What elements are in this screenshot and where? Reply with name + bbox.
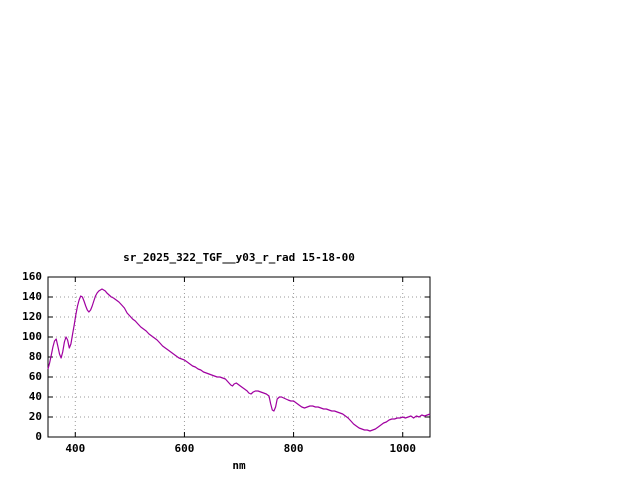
y-tick-label: 60 (28, 370, 42, 383)
y-tick-label: 20 (28, 410, 42, 423)
x-tick-label: 800 (283, 442, 304, 455)
y-tick-label: 40 (28, 390, 42, 403)
spectrum-curve (47, 288, 431, 432)
y-tick-label: 140 (22, 290, 42, 303)
y-tick-label: 160 (22, 270, 42, 283)
y-tick-label: 80 (28, 350, 42, 363)
y-tick-label: 100 (22, 330, 42, 343)
x-tick-label: 400 (65, 442, 86, 455)
chart-title: sr_2025_322_TGF__y03_r_rad 15-18-00 (123, 251, 355, 264)
plot-border (47, 276, 431, 438)
x-tick-label: 600 (174, 442, 195, 455)
y-tick-label: 120 (22, 310, 42, 323)
x-tick-label: 1000 (389, 442, 416, 455)
y-tick-label: 0 (35, 430, 42, 443)
x-axis-label: nm (232, 459, 246, 472)
